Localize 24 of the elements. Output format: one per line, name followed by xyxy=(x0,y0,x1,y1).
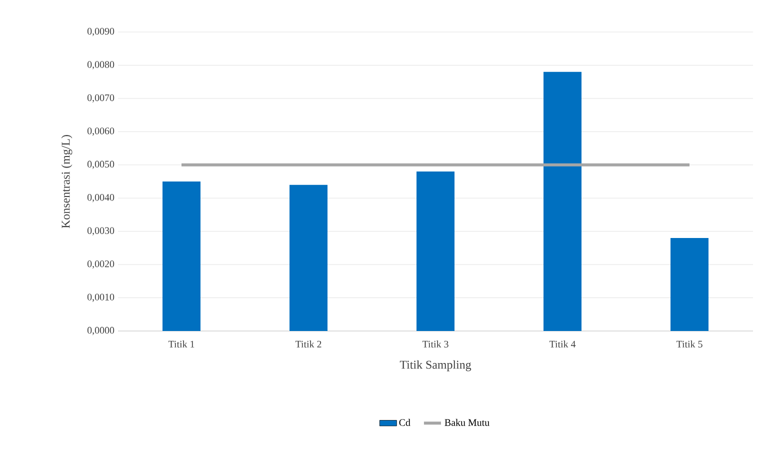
y-tick-label: 0,0040 xyxy=(87,194,114,202)
x-tick-label: Titik 2 xyxy=(295,340,322,348)
bar xyxy=(670,238,709,331)
legend-label: Cd xyxy=(399,418,410,426)
y-tick-label: 0,0070 xyxy=(87,94,114,103)
y-tick-label: 0,0020 xyxy=(87,260,114,269)
bar xyxy=(544,72,582,331)
y-tick-label: 0,0000 xyxy=(87,326,114,336)
y-tick-label: 0,0030 xyxy=(87,227,114,236)
y-axis-title: Konsentrasi (mg/L) xyxy=(61,135,72,228)
y-tick-label: 0,0050 xyxy=(87,160,114,169)
y-tick-label: 0,0010 xyxy=(87,294,114,302)
bar xyxy=(162,182,200,331)
x-tick-label: Titik 4 xyxy=(549,340,576,348)
x-tick-label: Titik 3 xyxy=(422,340,448,348)
bar xyxy=(416,172,455,331)
y-tick-label: 0,0080 xyxy=(87,61,114,70)
legend-label: Baku Mutu xyxy=(444,418,490,426)
bar xyxy=(290,184,328,331)
y-tick-label: 0,0090 xyxy=(87,28,114,36)
x-axis-title: Titik Sampling xyxy=(400,360,472,372)
x-tick-label: Titik 5 xyxy=(676,340,702,348)
y-tick-label: 0,0060 xyxy=(87,128,114,136)
x-tick-label: Titik 1 xyxy=(168,340,194,348)
